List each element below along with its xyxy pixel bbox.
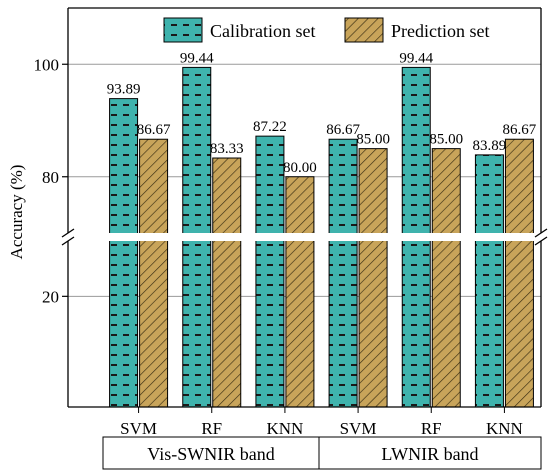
value-label-prediction-4: 85.00: [429, 132, 463, 148]
bar-prediction-5: [504, 138, 534, 408]
group-label-vis-swnir: Vis-SWNIR band: [147, 444, 274, 464]
y-tick-label-80: 80: [42, 168, 59, 187]
value-label-prediction-3: 85.00: [356, 132, 390, 148]
value-label-calibration-1: 99.44: [180, 50, 214, 66]
bar-prediction-4: [431, 148, 461, 408]
value-label-calibration-4: 99.44: [399, 50, 433, 66]
x-tick-label-2: KNN: [266, 419, 303, 438]
value-label-prediction-1: 83.33: [210, 141, 244, 157]
value-labels: 93.8986.6799.4483.3387.2280.0086.6785.00…: [107, 50, 537, 175]
value-label-prediction-5: 86.67: [503, 122, 537, 138]
x-tick-label-0: SVM: [120, 419, 157, 438]
bar-calibration-5: [474, 154, 504, 408]
group-label-lwnir: LWNIR band: [381, 444, 478, 464]
value-label-calibration-3: 86.67: [326, 122, 360, 138]
y-axis-ticks: 20 80 100: [34, 55, 68, 306]
x-tick-label-1: RF: [201, 419, 222, 438]
x-axis-ticks: SVM RF KNN SVM RF KNN: [120, 407, 523, 438]
value-label-prediction-0: 86.67: [137, 122, 171, 138]
break-mark-left-top: [61, 228, 75, 238]
break-mark-left-bottom: [61, 236, 75, 246]
legend-swatch-calibration: [163, 17, 203, 43]
value-label-calibration-2: 87.22: [253, 119, 287, 135]
bar-prediction-2: [285, 176, 315, 408]
axis-break-gap: [64, 233, 545, 241]
legend-swatch-prediction: [344, 17, 384, 43]
bar-prediction-1: [212, 157, 242, 408]
group-box-lwnir: [318, 436, 542, 470]
legend-label-calibration: Calibration set: [210, 21, 315, 41]
break-mark-right-bottom: [534, 236, 548, 246]
bar-prediction-0: [139, 138, 169, 408]
value-label-prediction-2: 80.00: [283, 160, 317, 176]
y-tick-label-20: 20: [42, 287, 59, 306]
bars: [109, 66, 534, 408]
y-tick-label-100: 100: [34, 55, 60, 74]
x-tick-label-3: SVM: [340, 419, 377, 438]
x-tick-label-5: KNN: [486, 419, 523, 438]
value-label-calibration-0: 93.89: [107, 82, 141, 98]
legend-label-prediction: Prediction set: [391, 21, 489, 41]
break-mark-right-top: [534, 228, 548, 238]
value-label-calibration-5: 83.89: [473, 138, 507, 154]
bar-calibration-0: [109, 98, 139, 408]
bar-calibration-3: [328, 138, 358, 408]
x-tick-label-4: RF: [421, 419, 442, 438]
axes-frame: [61, 7, 548, 408]
legend: Calibration set Prediction set: [163, 17, 489, 43]
group-labels: Vis-SWNIR band LWNIR band: [102, 436, 542, 470]
y-axis-label: Accuracy (%): [7, 165, 26, 260]
bar-prediction-3: [358, 148, 388, 408]
bar-calibration-2: [255, 135, 285, 408]
